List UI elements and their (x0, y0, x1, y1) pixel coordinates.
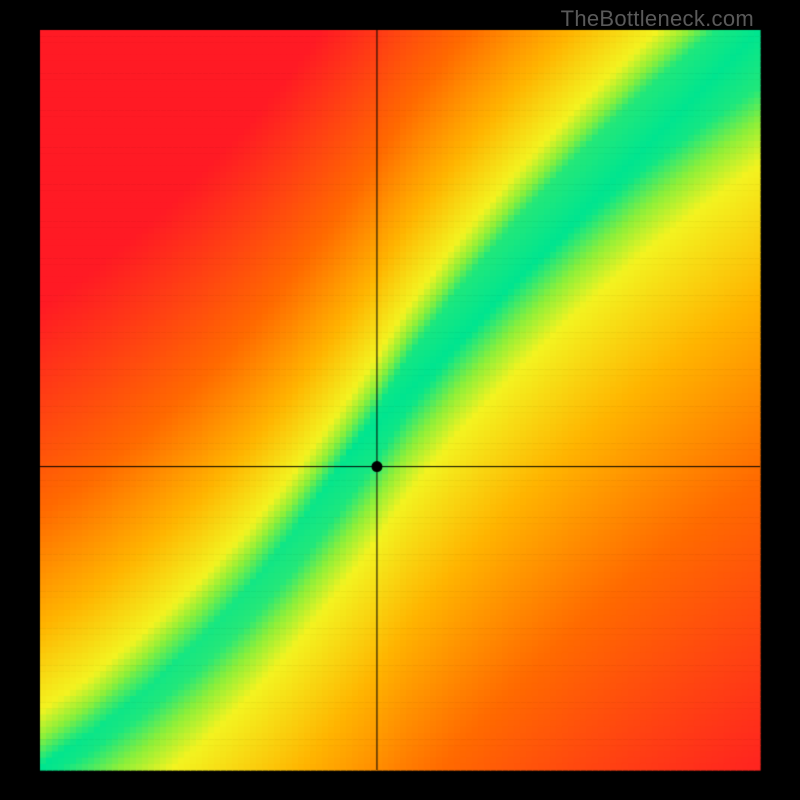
heatmap-canvas (0, 0, 800, 800)
watermark-text: TheBottleneck.com (561, 6, 754, 32)
chart-container: TheBottleneck.com (0, 0, 800, 800)
